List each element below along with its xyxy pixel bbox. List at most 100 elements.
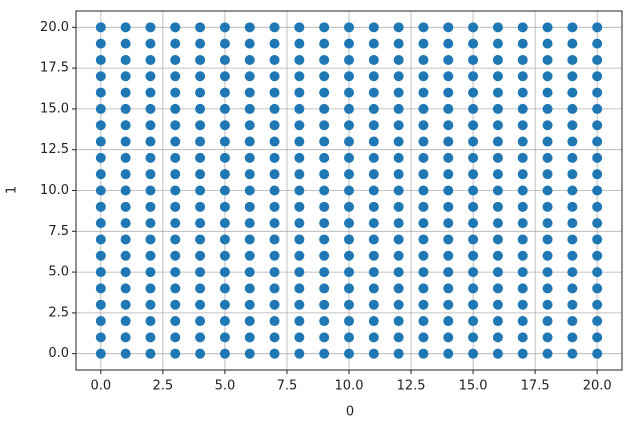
point — [592, 267, 603, 278]
point — [517, 185, 528, 196]
point — [468, 71, 479, 82]
point — [294, 22, 305, 33]
point — [592, 87, 603, 98]
point — [592, 299, 603, 310]
point — [219, 103, 230, 114]
point — [170, 267, 181, 278]
point — [468, 185, 479, 196]
point — [120, 152, 131, 163]
point — [592, 120, 603, 131]
point — [567, 283, 578, 294]
point — [319, 54, 330, 65]
point — [319, 136, 330, 147]
point — [567, 103, 578, 114]
point — [244, 87, 255, 98]
point — [195, 201, 206, 212]
x-tick-label: 7.5 — [277, 379, 298, 394]
point — [443, 201, 454, 212]
point — [145, 267, 156, 278]
x-tick-label: 17.5 — [521, 379, 550, 394]
point — [319, 71, 330, 82]
point — [542, 152, 553, 163]
point — [368, 316, 379, 327]
point — [170, 136, 181, 147]
point — [319, 201, 330, 212]
point — [517, 299, 528, 310]
point — [542, 218, 553, 229]
point — [95, 71, 106, 82]
point — [344, 267, 354, 278]
point — [120, 201, 131, 212]
point — [195, 136, 206, 147]
point — [219, 185, 230, 196]
point — [269, 87, 280, 98]
point — [344, 71, 354, 82]
point — [219, 38, 230, 49]
point — [542, 234, 553, 245]
point — [195, 332, 206, 343]
point — [195, 54, 206, 65]
point — [418, 120, 429, 131]
point — [418, 299, 429, 310]
point — [492, 218, 503, 229]
point — [517, 201, 528, 212]
point — [120, 38, 131, 49]
point — [120, 103, 131, 114]
point — [170, 316, 181, 327]
point — [567, 120, 578, 131]
point — [468, 201, 479, 212]
point — [492, 71, 503, 82]
point — [244, 136, 255, 147]
point — [592, 22, 603, 33]
point — [195, 234, 206, 245]
point — [567, 267, 578, 278]
point — [195, 316, 206, 327]
point — [492, 120, 503, 131]
point — [344, 299, 354, 310]
point — [517, 283, 528, 294]
point — [344, 283, 354, 294]
point — [219, 316, 230, 327]
point — [294, 54, 305, 65]
point — [542, 120, 553, 131]
point — [542, 185, 553, 196]
point — [368, 299, 379, 310]
point — [219, 136, 230, 147]
point — [95, 120, 106, 131]
point — [567, 136, 578, 147]
point — [319, 152, 330, 163]
point — [95, 54, 106, 65]
point — [195, 22, 206, 33]
y-tick-label: 12.5 — [40, 142, 69, 157]
point — [443, 185, 454, 196]
point — [269, 120, 280, 131]
point — [294, 152, 305, 163]
point — [368, 348, 379, 359]
point — [145, 87, 156, 98]
point — [592, 348, 603, 359]
point — [492, 38, 503, 49]
point — [219, 22, 230, 33]
point — [418, 250, 429, 261]
point — [393, 185, 404, 196]
point — [393, 201, 404, 212]
point — [418, 169, 429, 180]
point — [542, 71, 553, 82]
point — [269, 332, 280, 343]
point — [418, 201, 429, 212]
point — [542, 283, 553, 294]
point — [468, 38, 479, 49]
point — [344, 103, 354, 114]
point — [269, 152, 280, 163]
point — [195, 71, 206, 82]
point — [195, 348, 206, 359]
point — [468, 283, 479, 294]
point — [468, 316, 479, 327]
point — [368, 38, 379, 49]
point — [294, 316, 305, 327]
point — [145, 22, 156, 33]
point — [368, 152, 379, 163]
point — [95, 250, 106, 261]
point — [468, 136, 479, 147]
